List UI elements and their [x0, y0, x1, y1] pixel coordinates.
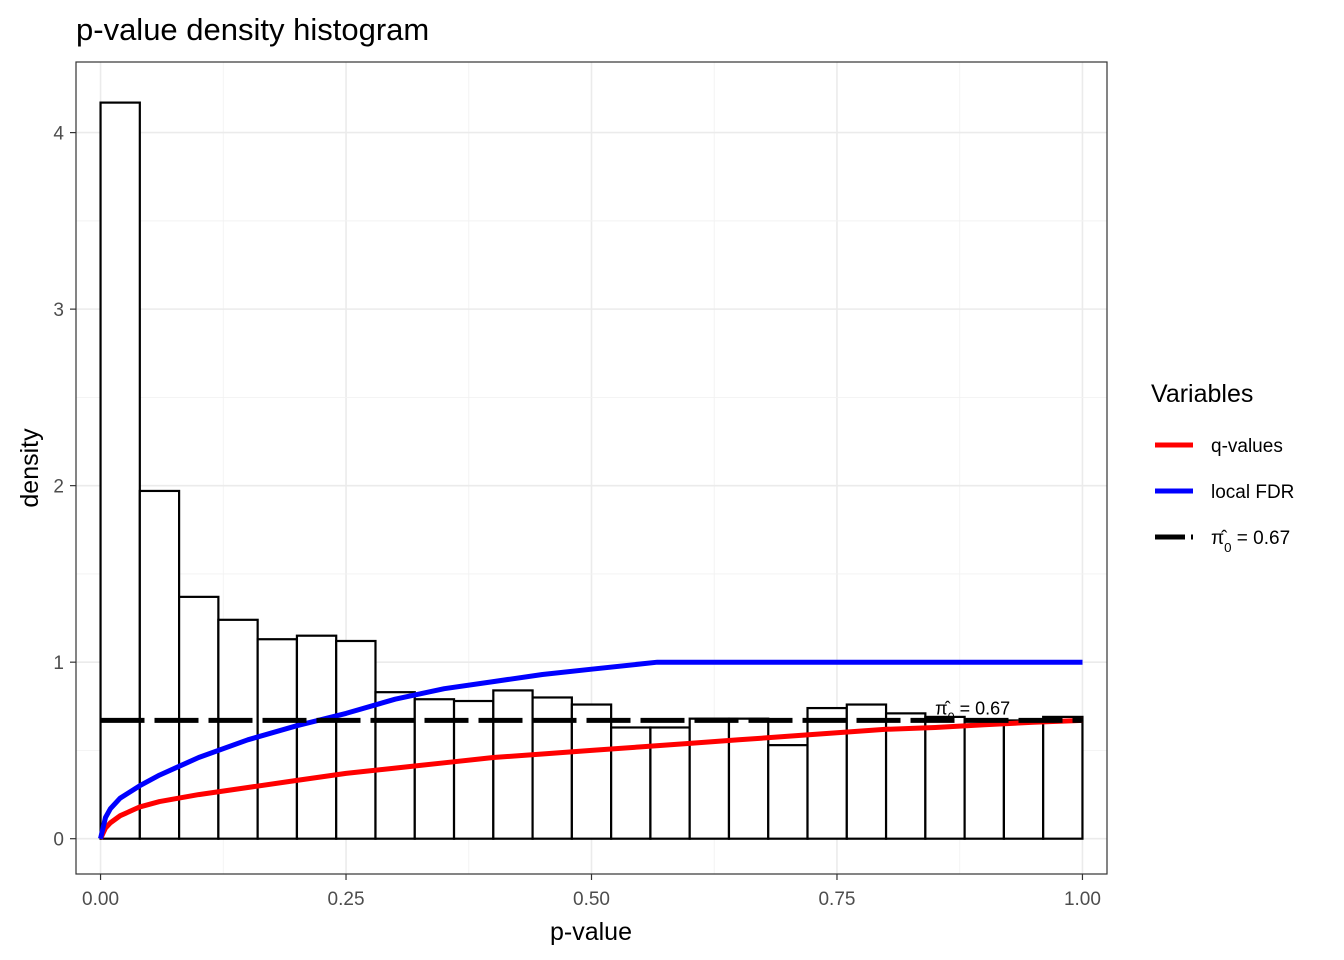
- series-line: [98, 659, 1083, 840]
- y-tick-label: 4: [53, 124, 64, 145]
- plot-panel: π̂0 = 0.67: [75, 61, 1108, 875]
- series-line: [98, 717, 1083, 840]
- annotations: π̂0 = 0.67: [935, 698, 1010, 724]
- x-axis: 0.00 0.25 0.50 0.75 1.00: [82, 874, 1101, 910]
- legend-label: π̂0 = 0.67: [1211, 528, 1290, 555]
- histogram-bar: [492, 689, 534, 840]
- histogram-bars: [99, 101, 1084, 840]
- chart-title: p-value density histogram: [76, 12, 429, 47]
- y-tick-label: 2: [53, 477, 64, 498]
- histogram-bar: [570, 703, 613, 840]
- histogram-bar: [1002, 719, 1045, 840]
- legend-label: q-values: [1211, 436, 1283, 457]
- y-axis: 0 1 2 3 4: [53, 124, 76, 851]
- histogram-bar: [963, 719, 1005, 840]
- histogram-bar: [452, 699, 495, 840]
- series-lines: [98, 659, 1083, 840]
- histogram-bar: [767, 744, 809, 840]
- x-tick-label: 1.00: [1064, 889, 1101, 910]
- legend-title: Variables: [1151, 380, 1253, 408]
- histogram-bar: [884, 712, 927, 840]
- histogram-bar: [335, 639, 377, 840]
- x-axis-title: p-value: [550, 918, 632, 946]
- pi0-annotation: π̂0 = 0.67: [935, 698, 1010, 724]
- x-tick-label: 0.50: [573, 889, 610, 910]
- y-axis-title: density: [16, 428, 44, 508]
- legend-entries: q-values local FDR π̂0 = 0.67: [1155, 436, 1294, 555]
- y-tick-label: 0: [53, 830, 64, 851]
- x-tick-label: 0.75: [818, 889, 855, 910]
- histogram-bar: [217, 618, 259, 840]
- histogram-bar: [845, 703, 888, 840]
- histogram-bar: [138, 489, 181, 840]
- histogram-bar: [688, 717, 731, 840]
- legend-label: local FDR: [1211, 482, 1294, 503]
- histogram-bar: [99, 101, 141, 840]
- histogram-bar: [178, 595, 220, 840]
- histogram-bar: [1042, 715, 1084, 840]
- x-tick-label: 0.00: [82, 889, 119, 910]
- histogram-bar: [924, 715, 966, 840]
- histogram-bar: [295, 634, 338, 840]
- histogram-bar: [806, 706, 848, 840]
- histogram-bar: [256, 638, 299, 840]
- x-tick-label: 0.25: [328, 889, 365, 910]
- legend: Variables q-values local FDR π̂0 = 0.67: [1151, 380, 1294, 555]
- y-tick-label: 1: [53, 653, 64, 674]
- y-tick-label: 3: [53, 300, 64, 321]
